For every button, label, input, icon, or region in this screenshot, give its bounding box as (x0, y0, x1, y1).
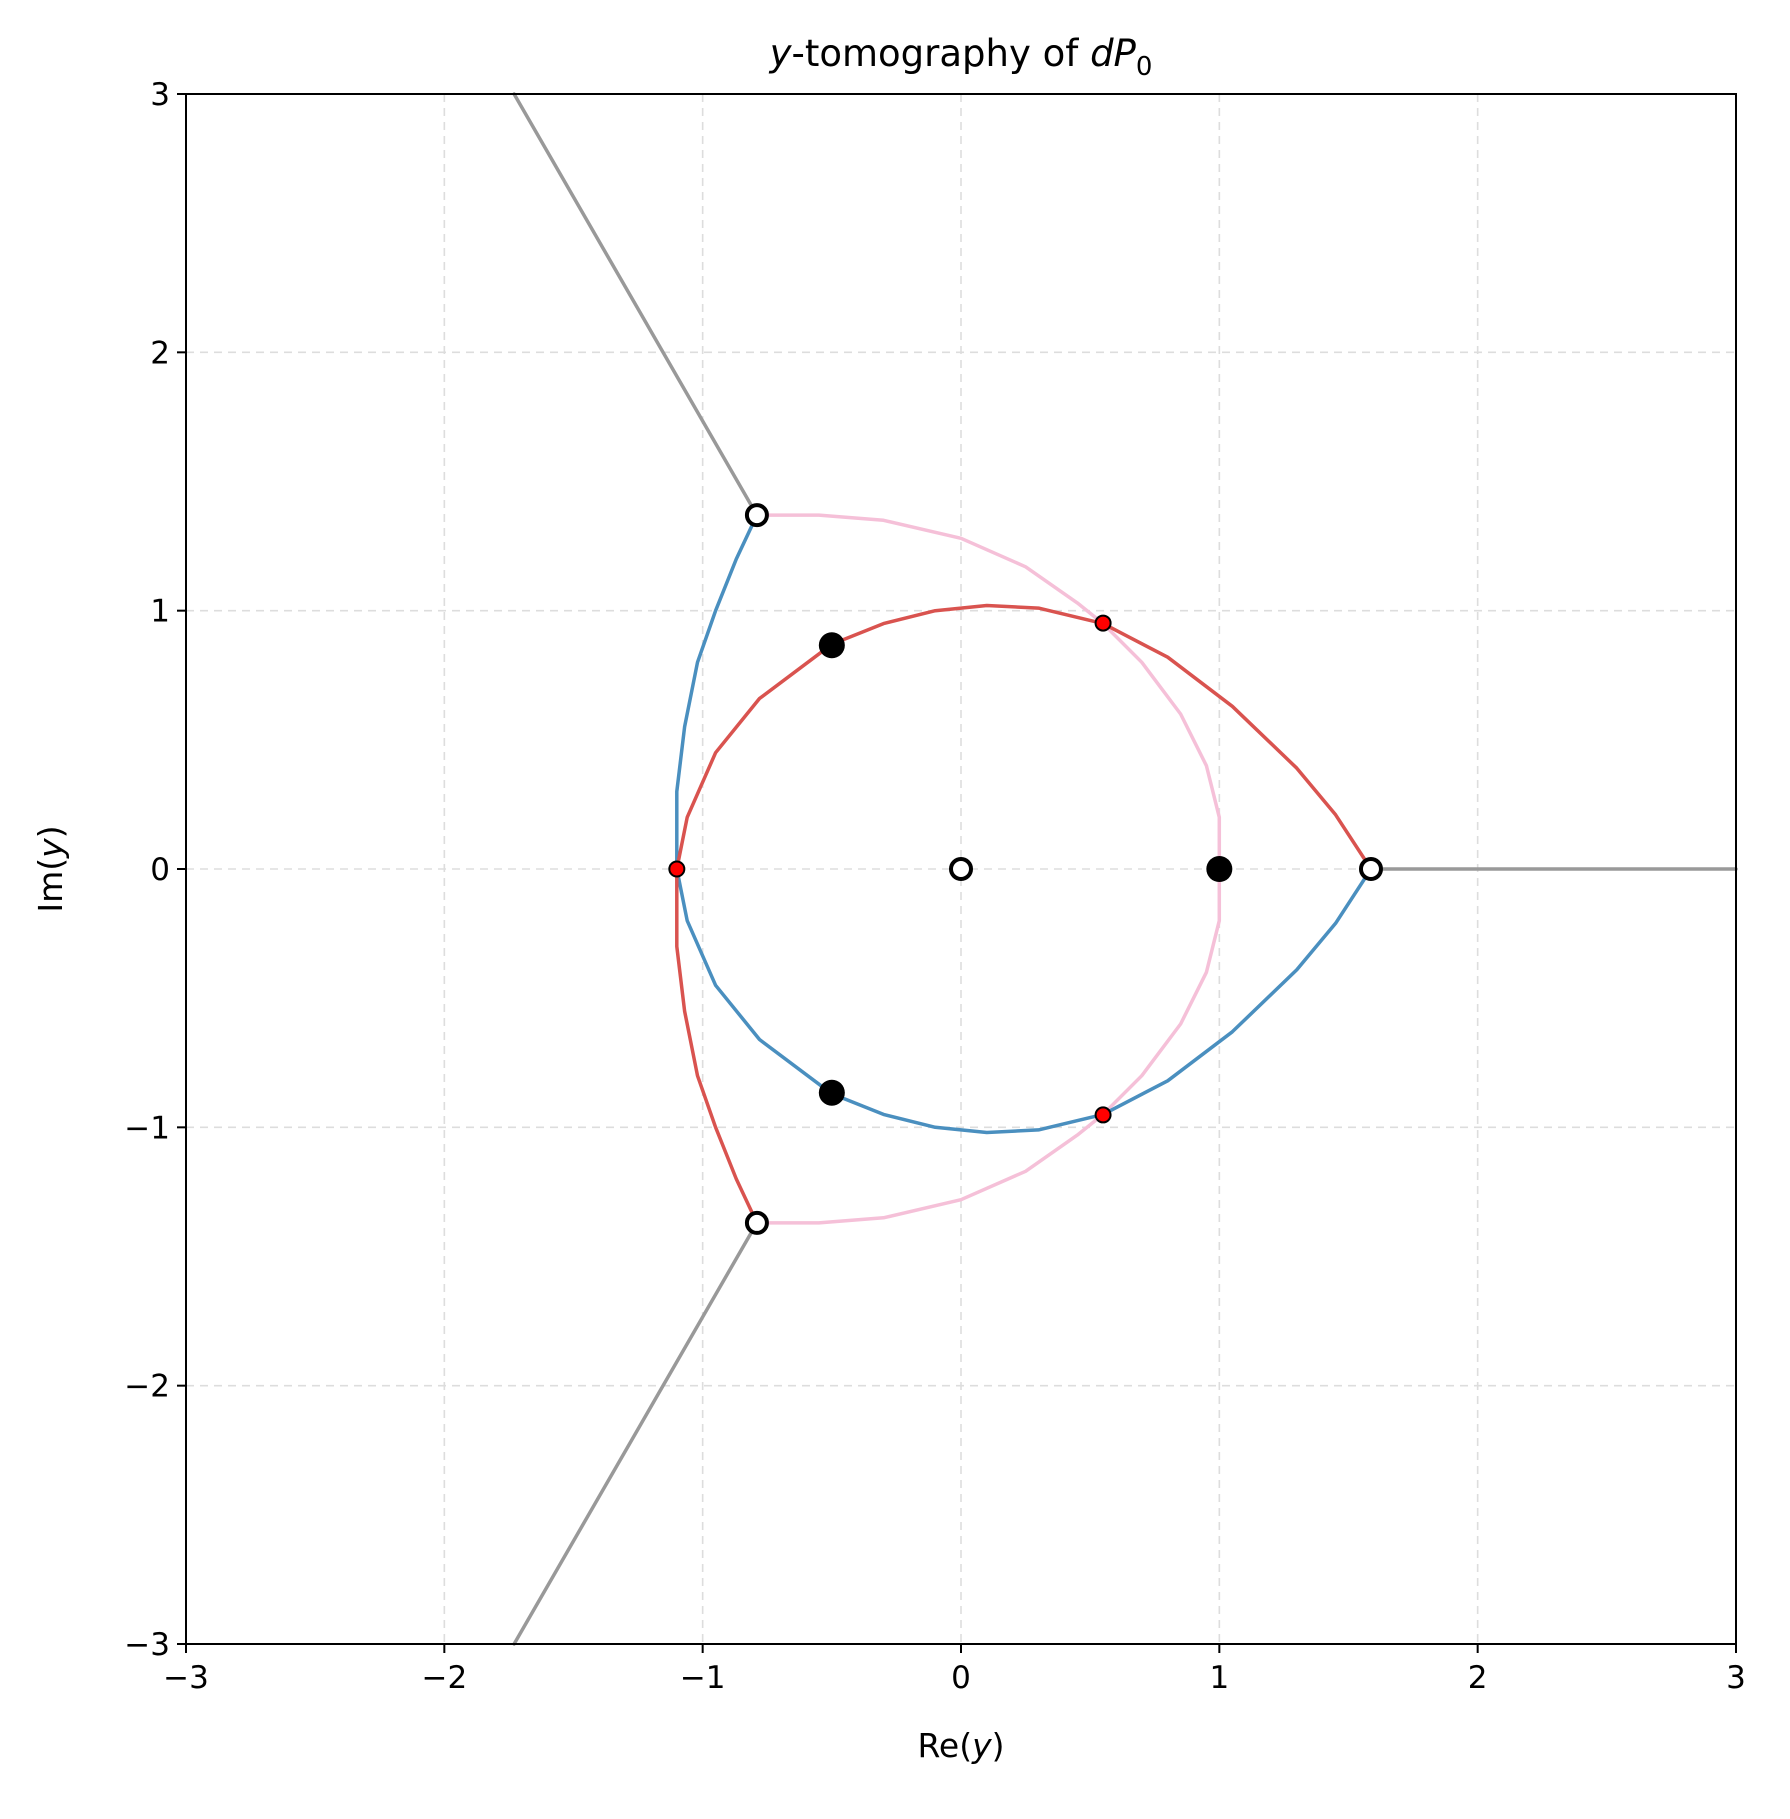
filled-red-marker (668, 860, 686, 878)
y-label-prefix: Im( (31, 858, 70, 913)
open-marker (744, 503, 769, 528)
x-tick-label: 3 (1726, 1660, 1746, 1696)
y-axis-label: Im(y) (31, 825, 70, 912)
x-tick-label: −3 (163, 1660, 209, 1696)
y-tick-label: 1 (150, 594, 170, 630)
y-tick-label: −3 (124, 1627, 170, 1663)
title-var: y (769, 32, 793, 75)
y-tick-label: −2 (124, 1369, 170, 1405)
x-label-prefix: Re( (917, 1726, 972, 1765)
marker-layer (668, 503, 1383, 1235)
y-label-suffix: ) (31, 825, 70, 838)
y-tick-label: −1 (124, 1110, 170, 1146)
red-series-curve (675, 603, 1373, 871)
filled-black-marker (818, 632, 845, 659)
gray-series-curve (512, 92, 759, 517)
x-tick-label: −1 (680, 1660, 726, 1696)
filled-red-marker (1094, 614, 1112, 632)
x-tick-label: 1 (1209, 1660, 1229, 1696)
filled-red-marker (1094, 1106, 1112, 1124)
filled-black-marker (818, 1079, 845, 1106)
x-tick-label: −2 (421, 1660, 467, 1696)
filled-black-marker (1206, 856, 1233, 882)
x-label-var: y (971, 1726, 992, 1765)
open-marker (949, 857, 973, 881)
x-axis-label: Re(y) (917, 1726, 1004, 1765)
y-tick-label: 0 (150, 852, 170, 888)
chart-title: y-tomography of dP0 (769, 32, 1153, 82)
open-marker (1358, 857, 1383, 881)
title-italic: dP (1090, 32, 1136, 75)
title-middle: -tomography of (791, 32, 1090, 75)
y-tick-label: 3 (150, 77, 170, 113)
red-series-curve (675, 867, 759, 1225)
tick-layer: −3 −2 −1 0 1 2 3 −3 −2 −1 0 1 2 3 (124, 77, 1746, 1696)
x-label-suffix: ) (992, 1726, 1005, 1765)
open-marker (744, 1210, 769, 1235)
title-subscript: 0 (1136, 52, 1153, 82)
blue-series-curve (675, 513, 1373, 1135)
y-label-var: y (31, 838, 70, 859)
x-tick-label: 0 (951, 1660, 971, 1696)
x-tick-label: 2 (1468, 1660, 1488, 1696)
gray-series-curve (512, 1221, 759, 1646)
y-tick-label: 2 (150, 335, 170, 371)
